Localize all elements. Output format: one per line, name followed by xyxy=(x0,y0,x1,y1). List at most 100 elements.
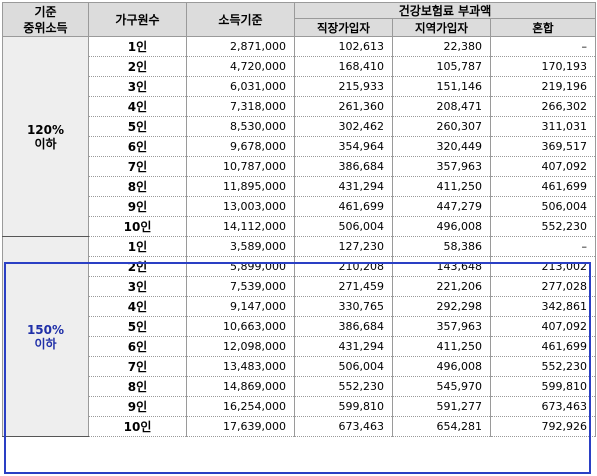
employee-cell: 386,684 xyxy=(294,316,393,337)
employee-cell: 599,810 xyxy=(294,396,393,417)
household-cell: 9인 xyxy=(88,396,187,417)
household-cell: 7인 xyxy=(88,356,187,377)
table-row: 2인 5,899,000 210,208 143,648 213,002 xyxy=(3,256,597,277)
household-cell: 2인 xyxy=(88,56,187,77)
regional-cell: 591,277 xyxy=(392,396,491,417)
employee-cell: 102,613 xyxy=(294,36,393,57)
regional-cell: 208,471 xyxy=(392,96,491,117)
mixed-cell: 673,463 xyxy=(489,396,597,417)
mixed-cell: 552,230 xyxy=(489,216,597,237)
income-cell: 10,663,000 xyxy=(186,316,295,337)
household-cell: 5인 xyxy=(88,316,187,337)
mixed-cell: 599,810 xyxy=(489,376,597,397)
household-cell: 2인 xyxy=(88,256,187,277)
income-cell: 17,639,000 xyxy=(186,416,295,437)
header-regional: 지역가입자 xyxy=(392,18,491,37)
table-row: 3인 6,031,000 215,933 151,146 219,196 xyxy=(3,76,597,97)
income-cell: 4,720,000 xyxy=(186,56,295,77)
income-cell: 3,589,000 xyxy=(186,236,295,257)
table-row: 9인 13,003,000 461,699 447,279 506,004 xyxy=(3,196,597,217)
regional-cell: 496,008 xyxy=(392,356,491,377)
header-income: 소득기준 xyxy=(186,2,295,37)
regional-cell: 411,250 xyxy=(392,336,491,357)
mixed-cell: 461,699 xyxy=(489,176,597,197)
regional-cell: 447,279 xyxy=(392,196,491,217)
group-label: 150% 이하 xyxy=(2,236,89,437)
employee-cell: 127,230 xyxy=(294,236,393,257)
table-row: 8인 14,869,000 552,230 545,970 599,810 xyxy=(3,376,597,397)
mixed-cell: 277,028 xyxy=(489,276,597,297)
table-row: 4인 7,318,000 261,360 208,471 266,302 xyxy=(3,96,597,117)
household-cell: 4인 xyxy=(88,96,187,117)
regional-cell: 260,307 xyxy=(392,116,491,137)
income-premium-table: 기준 중위소득 가구원수 소득기준 건강보험료 부과액 직장가입자 지역가입자 … xyxy=(2,2,597,437)
employee-cell: 261,360 xyxy=(294,96,393,117)
mixed-cell: 506,004 xyxy=(489,196,597,217)
regional-cell: 22,380 xyxy=(392,36,491,57)
employee-cell: 168,410 xyxy=(294,56,393,77)
regional-cell: 221,206 xyxy=(392,276,491,297)
employee-cell: 330,765 xyxy=(294,296,393,317)
mixed-cell: 311,031 xyxy=(489,116,597,137)
household-cell: 10인 xyxy=(88,216,187,237)
employee-cell: 215,933 xyxy=(294,76,393,97)
income-cell: 9,678,000 xyxy=(186,136,295,157)
regional-cell: 58,386 xyxy=(392,236,491,257)
employee-cell: 431,294 xyxy=(294,176,393,197)
income-cell: 11,895,000 xyxy=(186,176,295,197)
employee-cell: 461,699 xyxy=(294,196,393,217)
employee-cell: 210,208 xyxy=(294,256,393,277)
mixed-cell: 266,302 xyxy=(489,96,597,117)
regional-cell: 292,298 xyxy=(392,296,491,317)
household-cell: 9인 xyxy=(88,196,187,217)
premium-table-container: 기준 중위소득 가구원수 소득기준 건강보험료 부과액 직장가입자 지역가입자 … xyxy=(2,2,597,437)
mixed-cell: 369,517 xyxy=(489,136,597,157)
header-criteria-label: 기준 중위소득 xyxy=(23,4,68,35)
household-cell: 7인 xyxy=(88,156,187,177)
income-cell: 7,539,000 xyxy=(186,276,295,297)
income-cell: 5,899,000 xyxy=(186,256,295,277)
income-cell: 9,147,000 xyxy=(186,296,295,317)
table-row: 8인 11,895,000 431,294 411,250 461,699 xyxy=(3,176,597,197)
mixed-cell: 213,002 xyxy=(489,256,597,277)
table-body: 120% 이하 1인 2,871,000 102,613 22,380–2인 4,720,… xyxy=(2,36,597,437)
income-cell: 14,112,000 xyxy=(186,216,295,237)
household-cell: 4인 xyxy=(88,296,187,317)
header-employee: 직장가입자 xyxy=(294,18,393,37)
household-cell: 8인 xyxy=(88,376,187,397)
table-row: 6인 9,678,000 354,964 320,449 369,517 xyxy=(3,136,597,157)
employee-cell: 386,684 xyxy=(294,156,393,177)
mixed-cell: 407,092 xyxy=(489,316,597,337)
table-row: 2인 4,720,000 168,410 105,787 170,193 xyxy=(3,56,597,77)
regional-cell: 105,787 xyxy=(392,56,491,77)
household-cell: 10인 xyxy=(88,416,187,437)
mixed-cell: 792,926 xyxy=(489,416,597,437)
regional-cell: 496,008 xyxy=(392,216,491,237)
household-cell: 3인 xyxy=(88,276,187,297)
regional-cell: 411,250 xyxy=(392,176,491,197)
table-row: 10인 14,112,000 506,004 496,008 552,230 xyxy=(3,216,597,237)
header-premium: 건강보험료 부과액 xyxy=(293,2,597,19)
employee-cell: 506,004 xyxy=(294,216,393,237)
table-row: 150% 이하 1인 3,589,000 127,230 58,386– xyxy=(2,236,597,437)
table-row: 120% 이하 1인 2,871,000 102,613 22,380– xyxy=(2,36,597,237)
table-row: 10인 17,639,000 673,463 654,281 792,926 xyxy=(3,416,597,437)
household-cell: 5인 xyxy=(88,116,187,137)
employee-cell: 552,230 xyxy=(294,376,393,397)
household-cell: 6인 xyxy=(88,136,187,157)
regional-cell: 143,648 xyxy=(392,256,491,277)
income-cell: 10,787,000 xyxy=(186,156,295,177)
income-cell: 8,530,000 xyxy=(186,116,295,137)
mixed-cell: 342,861 xyxy=(489,296,597,317)
household-cell: 1인 xyxy=(88,236,187,257)
mixed-cell: – xyxy=(489,236,597,257)
household-cell: 6인 xyxy=(88,336,187,357)
header-criteria: 기준 중위소득 xyxy=(2,2,89,37)
employee-cell: 302,462 xyxy=(294,116,393,137)
table-row: 5인 10,663,000 386,684 357,963 407,092 xyxy=(3,316,597,337)
income-cell: 13,483,000 xyxy=(186,356,295,377)
mixed-cell: 170,193 xyxy=(489,56,597,77)
regional-cell: 545,970 xyxy=(392,376,491,397)
income-cell: 16,254,000 xyxy=(186,396,295,417)
income-cell: 14,869,000 xyxy=(186,376,295,397)
